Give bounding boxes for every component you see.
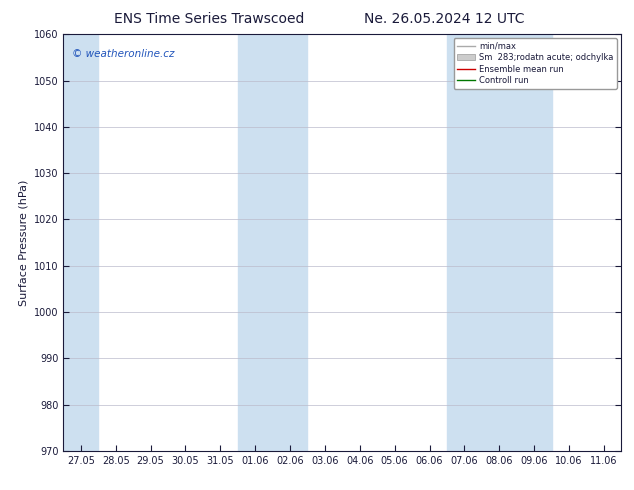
Bar bbox=[63, 34, 98, 451]
Text: Ne. 26.05.2024 12 UTC: Ne. 26.05.2024 12 UTC bbox=[363, 12, 524, 26]
Text: ENS Time Series Trawscoed: ENS Time Series Trawscoed bbox=[114, 12, 304, 26]
Y-axis label: Surface Pressure (hPa): Surface Pressure (hPa) bbox=[18, 179, 29, 306]
Bar bbox=[447, 34, 552, 451]
Text: © weatheronline.cz: © weatheronline.cz bbox=[72, 49, 174, 59]
Legend: min/max, Sm  283;rodatn acute; odchylka, Ensemble mean run, Controll run: min/max, Sm 283;rodatn acute; odchylka, … bbox=[453, 39, 617, 89]
Bar bbox=[238, 34, 307, 451]
